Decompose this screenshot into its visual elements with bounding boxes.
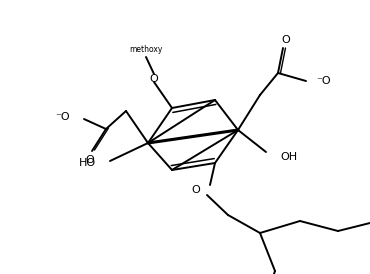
Text: HO: HO xyxy=(79,158,96,168)
Text: methoxy: methoxy xyxy=(129,44,163,53)
Text: ⁻O: ⁻O xyxy=(316,76,331,86)
Text: O: O xyxy=(149,74,158,84)
Text: O: O xyxy=(191,185,200,195)
Text: O: O xyxy=(282,35,290,45)
Text: OH: OH xyxy=(280,152,297,162)
Text: O: O xyxy=(85,155,94,165)
Text: ⁻O: ⁻O xyxy=(56,112,70,122)
